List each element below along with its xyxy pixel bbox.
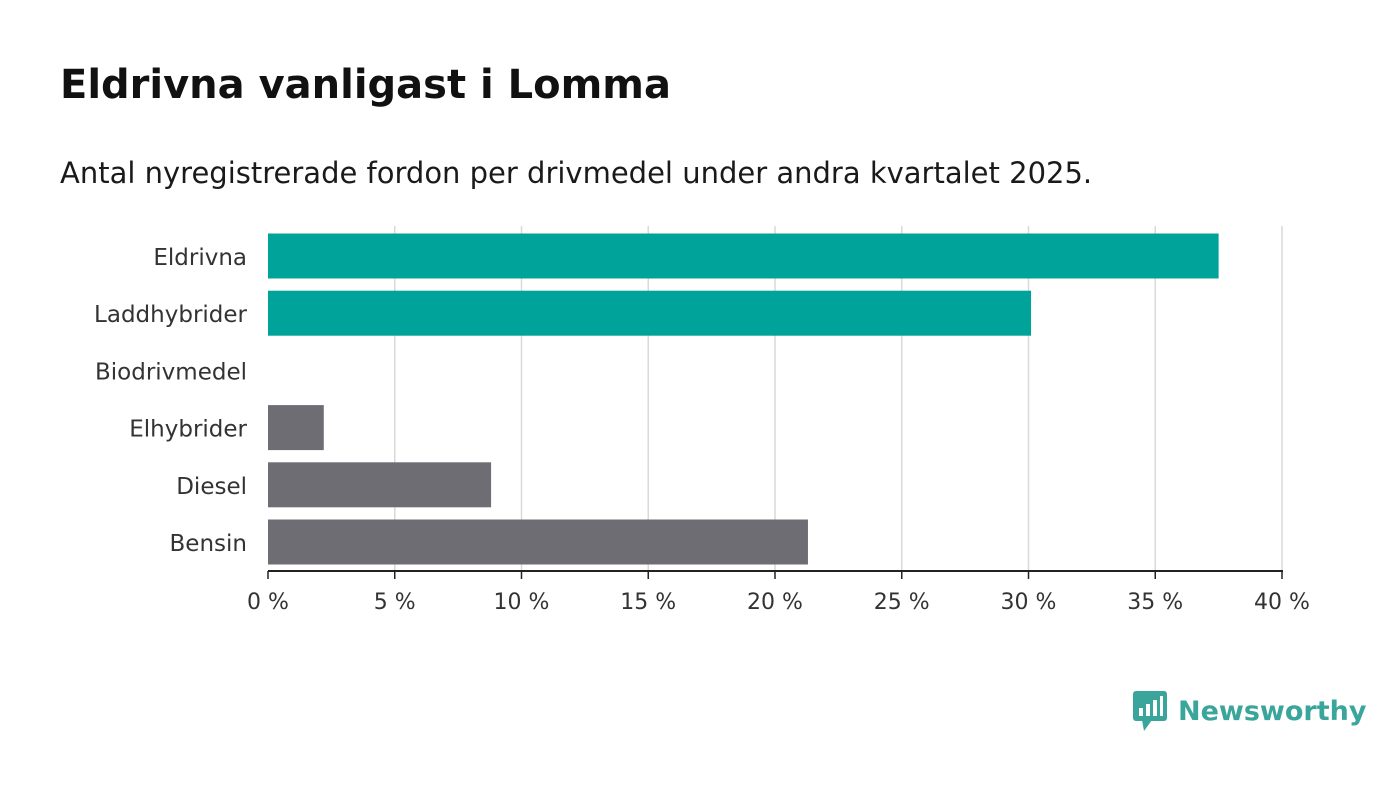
x-tick-label: 0 % <box>247 590 289 615</box>
x-tick-label: 20 % <box>747 590 803 615</box>
category-label: Biodrivmedel <box>95 359 247 385</box>
bar-diesel <box>268 462 492 508</box>
x-tick-label: 15 % <box>620 590 676 615</box>
category-label: Laddhybrider <box>94 302 247 328</box>
x-tick-label: 5 % <box>374 590 416 615</box>
chart-subtitle: Antal nyregistrerade fordon per drivmede… <box>60 156 1093 190</box>
category-label: Bensin <box>170 531 247 557</box>
category-label: Elhybrider <box>129 417 247 443</box>
bar-eldrivna <box>268 233 1219 279</box>
category-label: Eldrivna <box>153 245 247 271</box>
brand-logo: Newsworthy <box>1132 690 1366 732</box>
x-tick-label: 30 % <box>1001 590 1057 615</box>
bar-chart-speech-bubble-icon <box>1133 691 1167 731</box>
x-tick-label: 25 % <box>874 590 930 615</box>
bar-elhybrider <box>268 405 324 451</box>
bar-laddhybrider <box>268 290 1032 336</box>
bar-bensin <box>268 519 808 565</box>
x-tick-label: 10 % <box>494 590 550 615</box>
brand-name: Newsworthy <box>1178 695 1367 727</box>
x-tick-label: 40 % <box>1254 590 1310 615</box>
x-tick-label: 35 % <box>1127 590 1183 615</box>
chart-title: Eldrivna vanligast i Lomma <box>60 62 671 108</box>
category-label: Diesel <box>176 474 247 500</box>
